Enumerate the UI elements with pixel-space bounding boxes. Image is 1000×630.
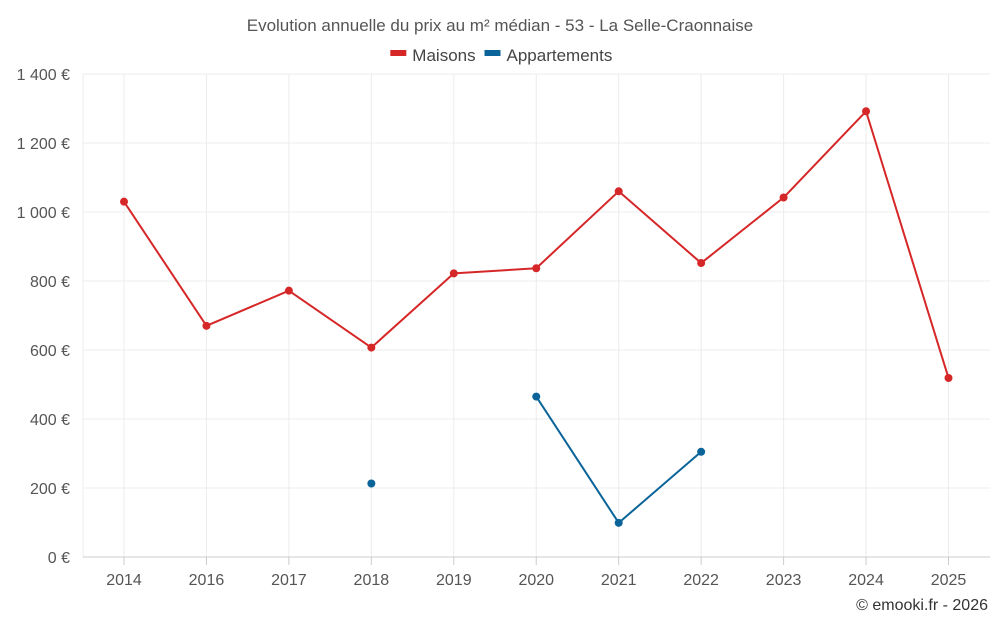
data-point[interactable] (532, 392, 541, 401)
series-line-segment (123, 200, 208, 327)
series-line-segment (452, 267, 538, 275)
legend: Maisons Appartements (390, 46, 612, 65)
x-tick-label: 2021 (601, 572, 637, 589)
series-maisons (120, 107, 953, 382)
data-point[interactable] (614, 518, 623, 527)
legend-label: Appartements (507, 46, 613, 65)
data-point[interactable] (449, 269, 458, 278)
y-tick-label: 1 400 € (17, 67, 70, 84)
chart-title: Evolution annuelle du prix au m² médian … (247, 16, 754, 35)
series-line-segment (287, 289, 373, 349)
y-tick-label: 0 € (48, 550, 70, 567)
series-line-segment (700, 196, 785, 265)
x-tick-label: 2014 (106, 572, 142, 589)
y-tick-label: 800 € (30, 274, 70, 291)
series-layer (120, 107, 953, 527)
y-tick-label: 200 € (30, 481, 70, 498)
legend-item-maisons[interactable]: Maisons (390, 46, 476, 65)
data-point[interactable] (120, 197, 128, 206)
data-point[interactable] (367, 479, 376, 488)
series-appartements (367, 392, 706, 527)
x-tick-label: 2020 (518, 572, 554, 589)
x-axis: 2014 2016 2017 2018 2019 2020 2021 2022 2023 2024… (83, 556, 990, 589)
series-line-segment (782, 110, 868, 199)
data-point[interactable] (532, 264, 541, 273)
data-point[interactable] (284, 286, 293, 295)
x-tick-label: 2022 (683, 572, 719, 589)
credit-text: © emooki.fr - 2026 (856, 597, 988, 614)
data-point[interactable] (862, 107, 871, 116)
y-tick-label: 1 000 € (17, 205, 70, 222)
data-point[interactable] (944, 373, 953, 382)
legend-label: Maisons (412, 46, 475, 65)
y-tick-label: 1 200 € (17, 136, 70, 153)
data-point[interactable] (697, 447, 706, 456)
series-line-segment (370, 272, 455, 349)
legend-swatch (484, 50, 501, 56)
series-line-segment (535, 190, 620, 270)
data-point[interactable] (697, 259, 706, 268)
x-tick-label: 2024 (848, 572, 884, 589)
x-tick-label: 2017 (271, 572, 307, 589)
y-tick-label: 400 € (30, 412, 70, 429)
data-point[interactable] (614, 187, 623, 196)
y-tick-label: 600 € (30, 343, 70, 360)
series-line-segment (617, 190, 703, 265)
y-axis: 0 € 200 € 400 € 600 € 800 € 1 000 € 1 200 € 1 4… (17, 67, 70, 567)
legend-item-appartements[interactable]: Appartements (484, 46, 613, 65)
x-tick-label: 2019 (436, 572, 472, 589)
legend-swatch (390, 50, 407, 56)
x-tick-label: 2025 (931, 572, 967, 589)
series-line-segment (535, 395, 620, 524)
grid (82, 73, 990, 557)
x-tick-label: 2016 (189, 572, 225, 589)
x-tick-label: 2018 (354, 572, 390, 589)
data-point[interactable] (202, 321, 211, 330)
series-line-segment (617, 450, 703, 524)
data-point[interactable] (367, 343, 376, 352)
series-line-segment (205, 289, 290, 327)
data-point[interactable] (779, 193, 788, 202)
series-line-segment (865, 110, 950, 379)
x-tick-label: 2023 (766, 572, 802, 589)
